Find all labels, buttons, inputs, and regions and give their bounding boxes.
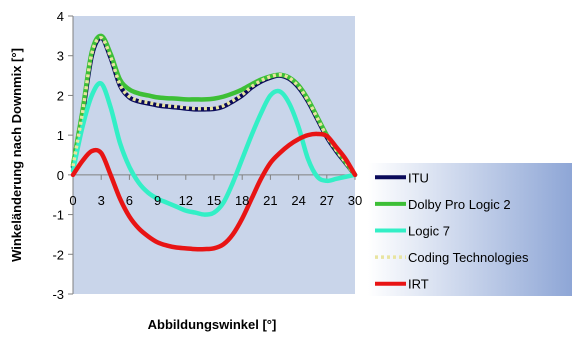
plot-area: [73, 16, 355, 294]
x-tick-label: 15: [207, 193, 221, 208]
y-tick-label: 1: [57, 128, 64, 143]
y-axis: -3 -2 -1 0 1 2 3 4: [52, 9, 74, 302]
x-tick-label: 30: [348, 193, 362, 208]
legend-label-logic-7: Logic 7: [408, 224, 450, 239]
x-tick-label: 12: [179, 193, 193, 208]
y-tick-label: 0: [57, 168, 64, 183]
series-lines: [70, 33, 358, 252]
series-line-logic-7: [70, 80, 358, 217]
x-tick-label: 9: [154, 193, 161, 208]
series-line-irt: [70, 131, 358, 252]
x-tick-label: 0: [69, 193, 76, 208]
y-axis-label: Winkeländerung nach Downmix [°]: [9, 48, 24, 262]
y-tick-label: -1: [52, 208, 64, 223]
x-tick-label: 21: [263, 193, 277, 208]
y-tick-label: -3: [52, 287, 64, 302]
legend-label-irt: IRT: [408, 277, 429, 292]
x-tick-label: 18: [235, 193, 249, 208]
series-line-dolby-pro-logic-2: [70, 33, 358, 178]
x-tick-labels: 0 3 6 9 12 15 18 21 24 27 30: [69, 193, 362, 208]
x-tick-label: 3: [98, 193, 105, 208]
legend-label-coding-technologies: Coding Technologies: [408, 250, 529, 265]
x-tick-label: 6: [126, 193, 133, 208]
legend: ITU Dolby Pro Logic 2 Logic 7 Coding Techno…: [368, 163, 572, 296]
y-tick-label: 2: [57, 88, 64, 103]
legend-label-dolby-pro-logic-2: Dolby Pro Logic 2: [408, 197, 511, 212]
y-tick-label: 4: [57, 9, 64, 24]
y-tick-label: 3: [57, 49, 64, 64]
x-tick-label: 27: [320, 193, 334, 208]
x-axis-label: Abbildungswinkel [°]: [148, 317, 277, 332]
y-tick-label: -2: [52, 247, 64, 262]
legend-label-itu: ITU: [408, 170, 429, 185]
x-tick-label: 24: [291, 193, 305, 208]
